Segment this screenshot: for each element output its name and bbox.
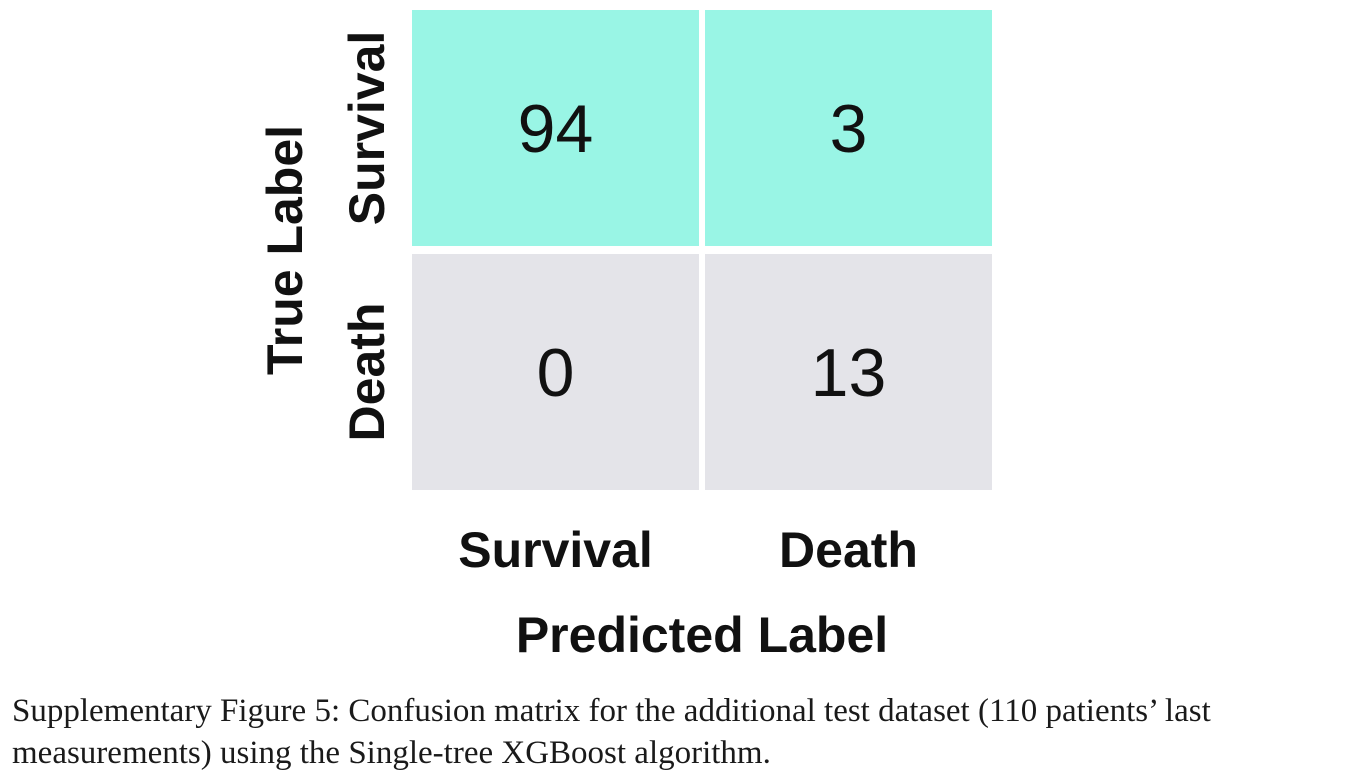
x-tick-label: Survival xyxy=(458,522,653,578)
x-axis-label: Predicted Label xyxy=(516,607,888,663)
matrix-cell-1-0 xyxy=(412,254,699,490)
cell-value-label: 94 xyxy=(518,91,594,167)
matrix-cell-1-1 xyxy=(705,254,992,490)
x-tick-labels: Survival Death xyxy=(458,522,918,578)
y-tick-label: Death xyxy=(339,303,395,442)
confusion-matrix-chart: 94 3 0 13 Survival Death Survival Death Predi… xyxy=(257,10,992,663)
y-axis-label: True Label xyxy=(257,125,313,375)
cell-value-label: 13 xyxy=(811,335,887,411)
y-tick-label: Survival xyxy=(339,31,395,226)
matrix-cell-0-1 xyxy=(705,10,992,246)
matrix-cells xyxy=(412,10,992,490)
matrix-values: 94 3 0 13 xyxy=(518,91,887,411)
matrix-cell-0-0 xyxy=(412,10,699,246)
cell-value-label: 3 xyxy=(830,91,868,167)
x-tick-label: Death xyxy=(779,522,918,578)
cell-value-label: 0 xyxy=(537,335,575,411)
figure-caption: Supplementary Figure 5: Confusion matrix… xyxy=(12,693,1211,771)
y-tick-labels: Survival Death xyxy=(339,31,395,442)
